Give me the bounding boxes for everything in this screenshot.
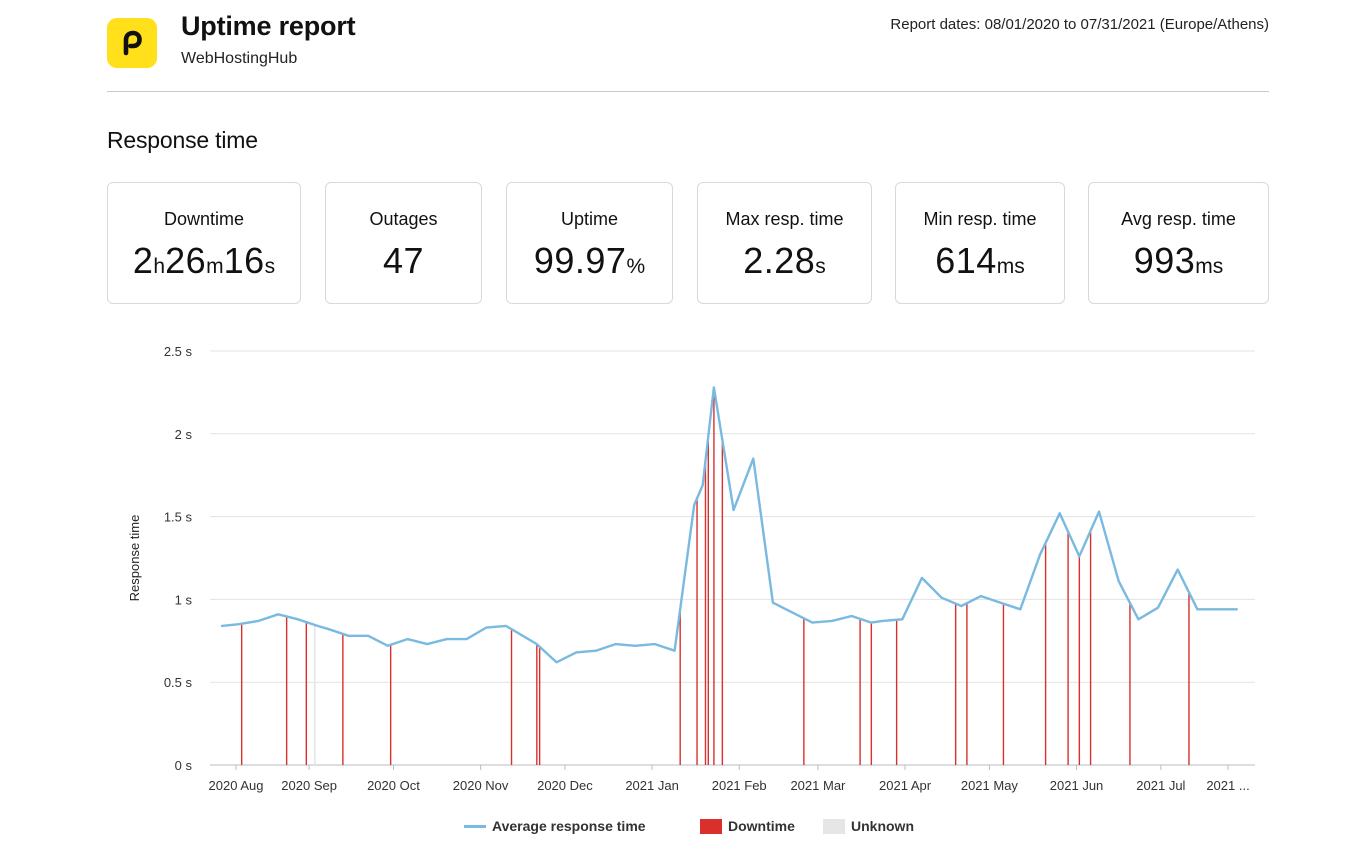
stat-number: 26 (165, 240, 207, 281)
stat-card-max-resp: Max resp. time 2.28s (697, 182, 872, 304)
legend-average[interactable]: Average response time (464, 818, 646, 834)
legend-unknown-swatch (823, 818, 845, 834)
stat-label: Outages (369, 209, 438, 229)
x-tick-label: 2021 May (961, 778, 1019, 793)
stat-number: 2.28 (743, 240, 816, 281)
legend-downtime-swatch (700, 818, 722, 834)
legend-label-downtime: Downtime (728, 818, 795, 834)
stat-label: Avg resp. time (1121, 209, 1236, 229)
y-axis-label: Response time (127, 515, 142, 602)
x-tick-label: 2021 Mar (790, 778, 846, 793)
y-tick-label: 0.5 s (164, 675, 193, 690)
app-logo (107, 18, 157, 68)
legend-label-average: Average response time (492, 818, 646, 834)
stat-value: 99.97% (507, 240, 672, 282)
stat-card-downtime: Downtime 2h26m16s (107, 182, 301, 304)
stat-unit: s (264, 255, 276, 278)
stat-label: Min resp. time (923, 209, 1037, 229)
stat-number: 47 (382, 240, 425, 281)
x-tick-label: 2021 Feb (712, 778, 767, 793)
header-divider (107, 91, 1269, 92)
stat-card-outages: Outages 47 (325, 182, 482, 304)
y-tick-label: 2 s (175, 427, 193, 442)
stat-number: 614 (935, 240, 997, 281)
stat-unit: ms (996, 255, 1025, 278)
average-response-line (220, 386, 1239, 664)
report-dates: Report dates: 08/01/2020 to 07/31/2021 (… (890, 16, 1269, 33)
logo-p-icon (107, 18, 157, 68)
stat-unit: ms (1195, 255, 1224, 278)
stat-unit: s (815, 255, 826, 278)
y-tick-label: 2.5 s (164, 344, 193, 359)
section-title: Response time (107, 127, 258, 153)
x-tick-label: 2020 Dec (537, 778, 593, 793)
x-tick-label: 2020 Sep (281, 778, 337, 793)
stat-unit: % (626, 255, 646, 278)
stat-label: Downtime (163, 209, 245, 229)
y-tick-label: 1 s (175, 592, 193, 607)
stat-card-uptime: Uptime 99.97% (506, 182, 673, 304)
stat-value: 2h26m16s (108, 240, 300, 282)
legend-line-swatch (464, 824, 486, 828)
x-tick-label: 2020 Oct (367, 778, 420, 793)
x-tick-label: 2020 Aug (209, 778, 264, 793)
legend-downtime[interactable]: Downtime (700, 818, 795, 834)
stat-value: 2.28s (698, 240, 871, 282)
stat-label: Uptime (560, 209, 618, 229)
x-tick-label: 2020 Nov (453, 778, 509, 793)
y-tick-label: 1.5 s (164, 510, 193, 525)
stat-value: 993ms (1089, 240, 1268, 282)
x-tick-label: 2021 Apr (879, 778, 932, 793)
x-tick-label: 2021 Jun (1050, 778, 1104, 793)
x-tick-label: 2021 Jul (1136, 778, 1185, 793)
response-time-chart: 0 s 0.5 s 1 s 1.5 s 2 s 2.5 s Response time 202… (127, 344, 1255, 793)
x-tick-label: 2021 Jan (625, 778, 679, 793)
stat-unit: h (153, 255, 166, 278)
stat-value: 47 (326, 240, 481, 282)
monitor-name: WebHostingHub (181, 50, 298, 67)
stat-card-min-resp: Min resp. time 614ms (895, 182, 1065, 304)
stat-number: 993 (1133, 240, 1196, 281)
stat-card-avg-resp: Avg resp. time 993ms (1088, 182, 1269, 304)
x-tick-label: 2021 ... (1206, 778, 1249, 793)
stat-number: 2 (132, 240, 154, 281)
legend-label-unknown: Unknown (851, 818, 914, 834)
y-tick-label: 0 s (175, 758, 193, 773)
page-title: Uptime report (181, 11, 356, 41)
stat-number: 16 (223, 240, 265, 281)
stat-value: 614ms (896, 240, 1064, 282)
stat-label: Max resp. time (725, 209, 844, 229)
stat-number: 99.97 (533, 240, 627, 281)
stat-unit: m (206, 255, 224, 278)
legend-unknown[interactable]: Unknown (823, 818, 914, 834)
